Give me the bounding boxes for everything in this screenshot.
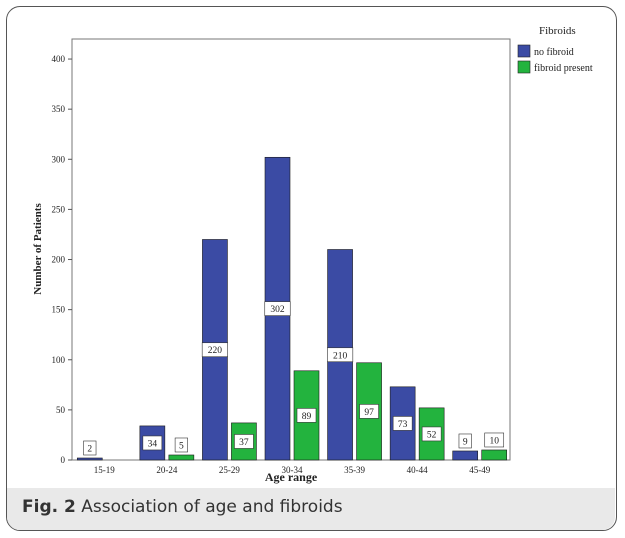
legend-title: Fibroids [539, 25, 576, 37]
data-label: 2 [87, 444, 92, 454]
y-tick-label: 50 [56, 405, 66, 415]
caption-band [7, 488, 615, 530]
bar [452, 450, 479, 461]
data-label: 10 [489, 436, 499, 446]
data-label-box [296, 408, 317, 423]
x-tick-label: 40-44 [407, 465, 428, 475]
x-tick-label: 25-29 [219, 465, 240, 475]
legend: no fibroid fibroid present [517, 44, 593, 74]
y-tick-label: 100 [52, 355, 66, 365]
data-label-box [392, 416, 413, 431]
data-label: 220 [208, 346, 223, 356]
data-label: 97 [364, 408, 374, 418]
data-label-box [421, 426, 442, 442]
data-label-box [234, 434, 254, 449]
y-tick-label: 400 [52, 54, 66, 64]
plot-area-border [71, 38, 511, 461]
data-label-box [458, 433, 472, 449]
x-tick-label: 20-24 [156, 465, 177, 475]
figure-caption: Fig. 2 Association of age and fibroids [22, 497, 343, 517]
x-axis-label: Age range [265, 470, 318, 484]
data-label-box [264, 301, 291, 316]
data-label: 52 [427, 430, 437, 440]
data-label: 302 [270, 305, 285, 315]
y-tick-label: 150 [52, 305, 66, 315]
x-tick-label: 35-39 [344, 465, 365, 475]
data-label: 9 [463, 437, 468, 447]
data-label-box [359, 404, 379, 419]
y-tick-label: 250 [52, 204, 66, 214]
data-label-box [201, 342, 228, 358]
data-label-box [174, 437, 188, 453]
data-label: 34 [148, 439, 158, 449]
data-label: 5 [179, 441, 184, 451]
caption-text: Association of age and fibroids [81, 497, 343, 517]
y-axis: 0 50 100 150 200 250 300 350 400 [52, 54, 72, 465]
bars [76, 156, 508, 461]
x-axis: 15-19 20-24 25-29 30-34 35-39 40-44 45-49 [94, 465, 491, 475]
data-label: 73 [398, 420, 408, 430]
x-tick-label: 45-49 [469, 465, 490, 475]
y-tick-label: 350 [52, 104, 66, 114]
caption-label: Fig. 2 [22, 497, 76, 517]
data-label: 37 [239, 438, 249, 448]
x-tick-label: 30-34 [282, 465, 303, 475]
legend-swatch [517, 44, 531, 58]
y-axis-label: Number of Patients [32, 203, 44, 295]
x-tick-label: 15-19 [94, 465, 115, 475]
bar [168, 454, 195, 461]
data-label-box [83, 440, 97, 456]
data-label: 89 [302, 412, 312, 422]
bar-chart: 0 50 100 150 200 250 300 350 400 15-19 20-24 25-29… [32, 25, 593, 484]
legend-swatch [517, 60, 531, 74]
y-tick-label: 200 [52, 255, 66, 265]
legend-entry: fibroid present [534, 63, 593, 74]
data-label-box [484, 432, 505, 448]
y-tick-label: 300 [52, 154, 66, 164]
bar [76, 457, 103, 461]
data-labels: 2 34 220 302 210 73 9 5 37 89 97 52 10 [83, 301, 505, 456]
y-tick-label: 0 [61, 455, 66, 465]
data-label: 210 [333, 351, 348, 361]
data-label-box [327, 347, 354, 363]
bar [481, 449, 508, 461]
legend-entry: no fibroid [534, 47, 574, 58]
data-label-box [142, 435, 163, 451]
